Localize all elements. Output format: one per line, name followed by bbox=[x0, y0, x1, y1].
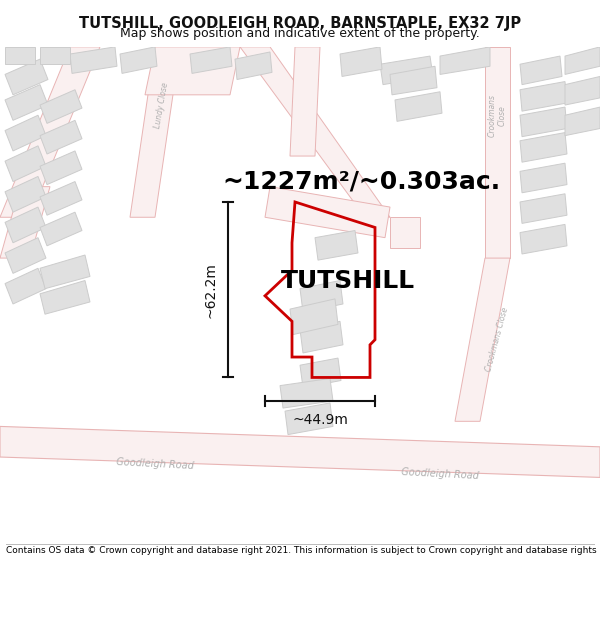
Polygon shape bbox=[565, 76, 600, 105]
Polygon shape bbox=[70, 47, 117, 73]
Polygon shape bbox=[5, 207, 46, 242]
Text: Map shows position and indicative extent of the property.: Map shows position and indicative extent… bbox=[120, 27, 480, 40]
Polygon shape bbox=[290, 299, 338, 334]
Polygon shape bbox=[5, 238, 46, 273]
Polygon shape bbox=[40, 151, 82, 184]
Polygon shape bbox=[5, 176, 46, 212]
Polygon shape bbox=[380, 56, 433, 84]
Polygon shape bbox=[40, 47, 70, 64]
Text: ~62.2m: ~62.2m bbox=[204, 262, 218, 318]
Polygon shape bbox=[40, 181, 82, 215]
Polygon shape bbox=[300, 358, 341, 387]
Polygon shape bbox=[280, 379, 333, 408]
Polygon shape bbox=[455, 258, 510, 421]
Polygon shape bbox=[520, 224, 567, 254]
Polygon shape bbox=[235, 52, 272, 79]
Text: ~1227m²/~0.303ac.: ~1227m²/~0.303ac. bbox=[222, 169, 500, 194]
Text: TUTSHILL: TUTSHILL bbox=[281, 269, 415, 292]
Polygon shape bbox=[340, 47, 382, 76]
Text: Goodleigh Road: Goodleigh Road bbox=[401, 468, 479, 481]
Polygon shape bbox=[390, 217, 420, 248]
Polygon shape bbox=[520, 132, 567, 162]
Polygon shape bbox=[520, 82, 567, 111]
Text: ~44.9m: ~44.9m bbox=[292, 413, 348, 427]
Polygon shape bbox=[40, 90, 82, 123]
Polygon shape bbox=[290, 47, 320, 156]
Polygon shape bbox=[300, 321, 343, 353]
Text: Lundy Close: Lundy Close bbox=[154, 81, 170, 129]
Polygon shape bbox=[485, 47, 510, 258]
Polygon shape bbox=[520, 107, 567, 137]
Polygon shape bbox=[40, 255, 90, 289]
Polygon shape bbox=[520, 56, 562, 84]
Polygon shape bbox=[315, 231, 358, 260]
Polygon shape bbox=[265, 187, 390, 238]
Polygon shape bbox=[40, 121, 82, 154]
Polygon shape bbox=[565, 47, 600, 74]
Text: Crookmans Close: Crookmans Close bbox=[484, 306, 510, 373]
Polygon shape bbox=[0, 426, 600, 478]
Polygon shape bbox=[395, 92, 442, 121]
Polygon shape bbox=[390, 66, 437, 95]
Polygon shape bbox=[0, 187, 50, 258]
Polygon shape bbox=[5, 146, 46, 181]
Text: Goodleigh Road: Goodleigh Road bbox=[116, 457, 194, 471]
Polygon shape bbox=[145, 47, 240, 95]
Polygon shape bbox=[40, 212, 82, 246]
Polygon shape bbox=[240, 47, 390, 217]
Polygon shape bbox=[520, 194, 567, 223]
Polygon shape bbox=[190, 47, 232, 73]
Text: TUTSHILL, GOODLEIGH ROAD, BARNSTAPLE, EX32 7JP: TUTSHILL, GOODLEIGH ROAD, BARNSTAPLE, EX… bbox=[79, 16, 521, 31]
Text: Crookmans
Close: Crookmans Close bbox=[487, 94, 506, 137]
Polygon shape bbox=[120, 47, 157, 73]
Polygon shape bbox=[0, 47, 100, 217]
Polygon shape bbox=[5, 47, 35, 64]
Polygon shape bbox=[285, 403, 333, 434]
Polygon shape bbox=[40, 281, 90, 314]
Polygon shape bbox=[130, 47, 180, 217]
Polygon shape bbox=[440, 47, 490, 74]
Text: Contains OS data © Crown copyright and database right 2021. This information is : Contains OS data © Crown copyright and d… bbox=[6, 546, 600, 554]
Polygon shape bbox=[5, 115, 46, 151]
Polygon shape bbox=[300, 281, 343, 312]
Polygon shape bbox=[5, 84, 48, 121]
Polygon shape bbox=[5, 268, 46, 304]
Polygon shape bbox=[520, 163, 567, 192]
Polygon shape bbox=[565, 107, 600, 136]
Polygon shape bbox=[5, 59, 48, 95]
